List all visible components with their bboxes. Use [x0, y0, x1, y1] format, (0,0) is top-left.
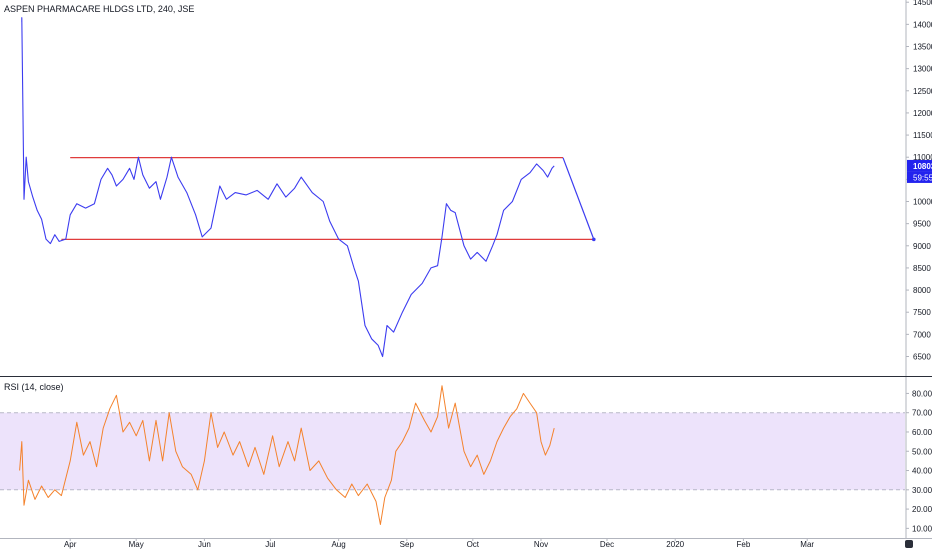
- tradingview-logo-icon: [905, 540, 913, 548]
- rsi-tick-label: 60.00: [912, 428, 932, 437]
- price-tick-label: 12500: [913, 87, 932, 96]
- price-tick-label: 13500: [913, 43, 932, 52]
- rsi-tick-label: 80.00: [912, 389, 932, 398]
- price-tick-label: 9500: [913, 220, 931, 229]
- price-tick-label: 14500: [913, 0, 932, 7]
- rsi-tick-label: 70.00: [912, 409, 932, 418]
- price-tick-label: 12000: [913, 109, 932, 118]
- rsi-tick-label: 40.00: [912, 467, 932, 476]
- time-tick-label: Apr: [64, 540, 77, 549]
- price-tick-label: 11500: [913, 131, 932, 140]
- symbol-title: ASPEN PHARMACARE HLDGS LTD, 240, JSE: [4, 4, 195, 14]
- time-tick-label: Dec: [600, 540, 614, 549]
- time-tick-label: Sep: [400, 540, 415, 549]
- price-pane: [21, 17, 596, 358]
- rsi-tick-label: 50.00: [912, 447, 932, 456]
- time-tick-label: Nov: [534, 540, 548, 549]
- price-tick-label: 7500: [913, 308, 931, 317]
- time-tick-label: Oct: [467, 540, 480, 549]
- bar-countdown-label: 59:55: [913, 173, 932, 182]
- price-tick-label: 10000: [913, 198, 932, 207]
- price-tick-label: 13000: [913, 65, 932, 74]
- rsi-series-line[interactable]: [19, 385, 555, 525]
- price-tick-label: 9000: [913, 242, 931, 251]
- logo-mark: [905, 540, 913, 548]
- rsi-tick-label: 30.00: [912, 486, 932, 495]
- price-series-line[interactable]: [21, 17, 555, 358]
- bar-countdown-badge: [907, 171, 932, 183]
- projection-endpoint[interactable]: [592, 237, 596, 242]
- price-tick-label: 8500: [913, 264, 931, 273]
- rsi-tick-label: 20.00: [912, 505, 932, 514]
- time-tick-label: Aug: [331, 540, 345, 549]
- price-tick-label: 8000: [913, 286, 931, 295]
- price-tick-label: 6500: [913, 353, 931, 362]
- rsi-indicator-title[interactable]: RSI (14, close): [4, 382, 64, 392]
- time-tick-label: Feb: [737, 540, 751, 549]
- rsi-tick-label: 10.00: [912, 524, 932, 533]
- time-tick-label: 2020: [666, 540, 684, 549]
- rsi-band: [0, 412, 905, 490]
- price-tick-label: 11000: [913, 153, 932, 162]
- price-tick-label: 7000: [913, 330, 931, 339]
- time-tick-label: May: [129, 540, 144, 549]
- time-tick-label: Jul: [265, 540, 275, 549]
- last-price-label: 10803: [913, 162, 932, 171]
- time-tick-label: Mar: [800, 540, 814, 549]
- rsi-pane: [0, 385, 905, 525]
- projection-line[interactable]: [562, 157, 595, 240]
- last-price-badge: [907, 159, 932, 172]
- price-tick-label: 14000: [913, 20, 932, 29]
- time-tick-label: Jun: [198, 540, 211, 549]
